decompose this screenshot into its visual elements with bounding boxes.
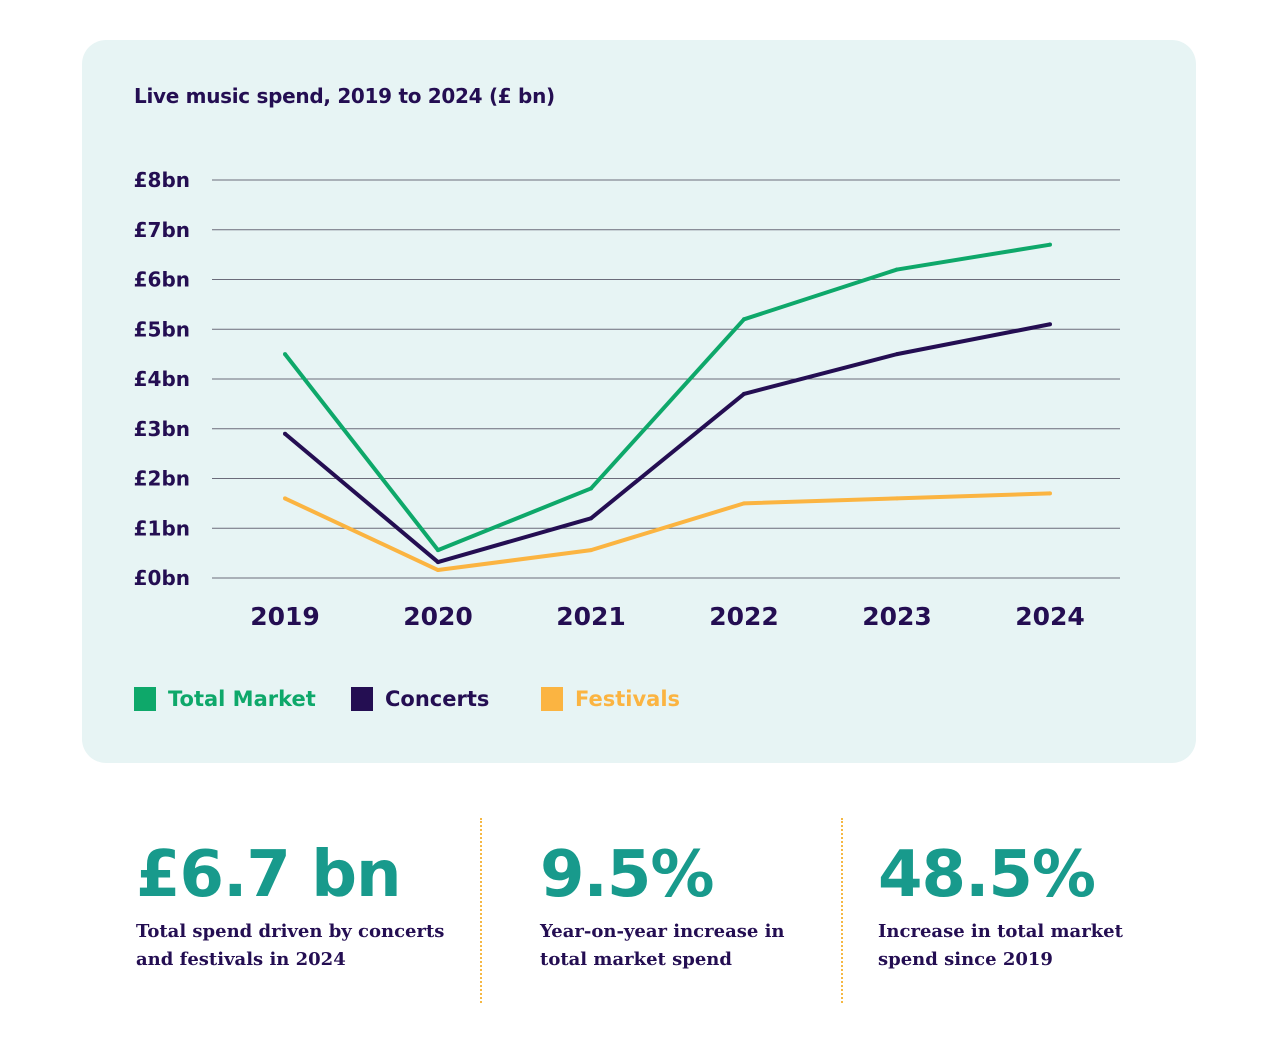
series-line-concerts <box>283 322 1051 565</box>
data-point <box>589 516 593 521</box>
y-tick-label: £2bn <box>134 467 190 491</box>
y-tick-label: £5bn <box>134 317 190 341</box>
legend-item: Total Market <box>134 687 316 711</box>
series-line-total-market <box>283 242 1051 553</box>
stat-since-2019: 48.5% Increase in total market spend sin… <box>878 838 1148 974</box>
stat-yoy: 9.5% Year-on-year increase in total mark… <box>540 838 810 974</box>
legend-label: Concerts <box>385 687 490 711</box>
data-point <box>1048 242 1052 247</box>
data-point <box>283 352 287 357</box>
chart-title: Live music spend, 2019 to 2024 (£ bn) <box>134 84 555 108</box>
x-tick-label: 2024 <box>1015 602 1085 631</box>
data-point <box>742 391 746 396</box>
data-point <box>589 548 593 553</box>
x-tick-label: 2023 <box>862 602 932 631</box>
x-tick-label: 2020 <box>403 602 473 631</box>
y-tick-label: £1bn <box>134 516 190 540</box>
legend-swatch <box>541 687 563 711</box>
data-point <box>742 317 746 322</box>
divider <box>841 818 843 1003</box>
series-line-festivals <box>284 491 1051 573</box>
stat-desc: Increase in total market spend since 201… <box>878 921 1123 970</box>
data-point <box>436 560 440 565</box>
chart-card <box>82 40 1196 763</box>
stat-desc: Total spend driven by concerts and festi… <box>136 921 445 970</box>
stat-total-spend: £6.7 bn Total spend driven by concerts a… <box>136 838 466 974</box>
legend-label: Total Market <box>168 687 316 711</box>
y-tick-label: £0bn <box>134 566 190 590</box>
data-point <box>1048 491 1052 496</box>
legend-item: Festivals <box>541 687 680 711</box>
y-tick-label: £8bn <box>134 168 190 192</box>
stat-value: £6.7 bn <box>136 838 402 912</box>
data-point <box>895 496 899 501</box>
legend-swatch <box>351 687 373 711</box>
x-tick-label: 2019 <box>250 602 320 631</box>
data-point <box>742 501 746 506</box>
y-tick-label: £6bn <box>134 268 190 292</box>
x-tick-label: 2022 <box>709 602 779 631</box>
y-tick-label: £7bn <box>134 218 190 242</box>
y-tick-label: £3bn <box>134 417 190 441</box>
divider <box>480 818 482 1003</box>
stat-value: 48.5% <box>878 838 1096 912</box>
x-tick-label: 2021 <box>556 602 626 631</box>
legend-swatch <box>134 687 156 711</box>
stat-value: 9.5% <box>540 838 715 912</box>
y-tick-label: £4bn <box>134 367 190 391</box>
data-point <box>283 431 287 436</box>
data-point <box>1048 322 1052 327</box>
legend-label: Festivals <box>575 687 681 711</box>
line-chart: £0bn £1bn £2bn £3bn £4bn £5bn £6bn £7bn £8bn 2019… <box>134 168 1120 631</box>
data-point <box>895 352 899 357</box>
stat-desc: Year-on-year increase in total market sp… <box>540 921 785 970</box>
data-point <box>283 496 287 501</box>
data-point <box>436 568 440 573</box>
data-point <box>436 548 440 553</box>
data-point <box>589 486 593 491</box>
legend-item: Concerts <box>351 687 489 711</box>
data-point <box>895 267 899 272</box>
